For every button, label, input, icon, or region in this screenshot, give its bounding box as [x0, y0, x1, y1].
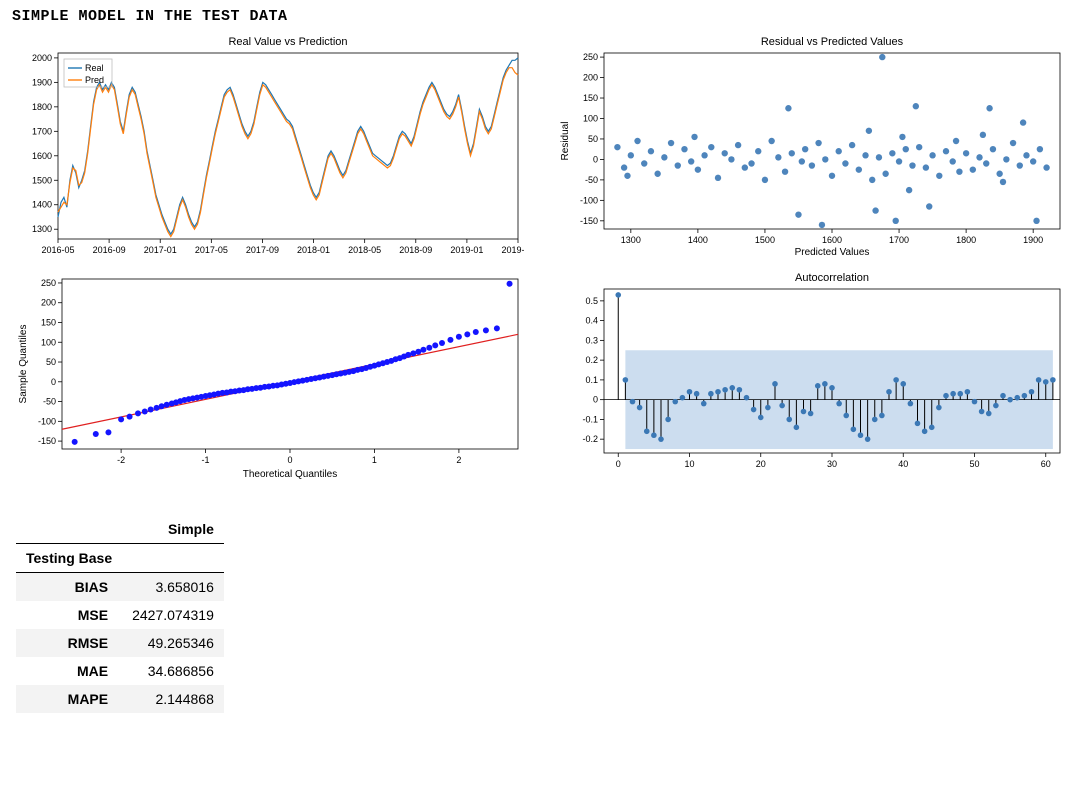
svg-text:-100: -100 — [38, 416, 56, 426]
svg-text:1600: 1600 — [32, 151, 52, 161]
svg-text:0: 0 — [51, 377, 56, 387]
svg-text:2019-05: 2019-05 — [501, 245, 524, 255]
svg-text:1800: 1800 — [956, 235, 976, 245]
metrics-table: Simple Testing Base BIAS3.658016MSE2427.… — [16, 515, 224, 713]
svg-text:1700: 1700 — [32, 126, 52, 136]
svg-text:10: 10 — [684, 459, 694, 469]
svg-text:2: 2 — [456, 455, 461, 465]
metric-label: RMSE — [16, 629, 122, 657]
svg-text:Pred: Pred — [85, 75, 104, 85]
svg-text:250: 250 — [41, 278, 56, 288]
svg-text:1800: 1800 — [32, 102, 52, 112]
svg-text:200: 200 — [41, 298, 56, 308]
metric-value: 3.658016 — [122, 573, 224, 602]
svg-text:0.1: 0.1 — [585, 375, 598, 385]
chart-residual-scatter: Residual vs Predicted Values -150 -100 -50 0… — [554, 33, 1068, 263]
svg-text:2019-01: 2019-01 — [450, 245, 483, 255]
svg-text:1: 1 — [372, 455, 377, 465]
svg-text:60: 60 — [1041, 459, 1051, 469]
table-row: MAE34.686856 — [16, 657, 224, 685]
svg-text:0: 0 — [287, 455, 292, 465]
chart-autocorrelation: Autocorrelation -0.2 -0.1 0 0.1 0.2 0.3 0.4 0.5 0… — [554, 269, 1068, 479]
svg-text:2017-09: 2017-09 — [246, 245, 279, 255]
svg-text:2017-01: 2017-01 — [144, 245, 177, 255]
row-header-testing-base: Testing Base — [16, 544, 122, 573]
svg-text:150: 150 — [41, 317, 56, 327]
table-subheader-row: Testing Base — [16, 544, 224, 573]
table-header-row: Simple — [16, 515, 224, 544]
svg-text:0.5: 0.5 — [585, 296, 598, 306]
svg-text:Theoretical Quantiles: Theoretical Quantiles — [243, 469, 338, 479]
svg-text:200: 200 — [583, 73, 598, 83]
svg-text:2000: 2000 — [32, 53, 52, 63]
col-header-simple: Simple — [122, 515, 224, 544]
svg-text:Sample Quantiles: Sample Quantiles — [18, 325, 29, 404]
svg-text:100: 100 — [583, 113, 598, 123]
svg-text:0.2: 0.2 — [585, 355, 598, 365]
svg-text:-150: -150 — [38, 436, 56, 446]
metric-value: 2427.074319 — [122, 601, 224, 629]
svg-text:1400: 1400 — [688, 235, 708, 245]
svg-text:40: 40 — [898, 459, 908, 469]
svg-text:-1: -1 — [202, 455, 210, 465]
svg-text:-50: -50 — [585, 175, 598, 185]
svg-text:30: 30 — [827, 459, 837, 469]
svg-text:0.4: 0.4 — [585, 316, 598, 326]
svg-text:2018-01: 2018-01 — [297, 245, 330, 255]
svg-text:1500: 1500 — [32, 175, 52, 185]
svg-text:-0.2: -0.2 — [582, 434, 598, 444]
svg-text:-2: -2 — [117, 455, 125, 465]
svg-text:1600: 1600 — [822, 235, 842, 245]
svg-text:2018-09: 2018-09 — [399, 245, 432, 255]
svg-text:20: 20 — [756, 459, 766, 469]
metric-value: 49.265346 — [122, 629, 224, 657]
svg-text:1900: 1900 — [32, 77, 52, 87]
table-row: MAPE2.144868 — [16, 685, 224, 713]
table-row: RMSE49.265346 — [16, 629, 224, 657]
svg-text:250: 250 — [583, 52, 598, 62]
svg-text:0.3: 0.3 — [585, 335, 598, 345]
svg-text:1300: 1300 — [621, 235, 641, 245]
svg-text:2016-05: 2016-05 — [41, 245, 74, 255]
svg-text:-50: -50 — [43, 397, 56, 407]
chart-timeseries: Real Value vs Prediction 1300 1400 1500 1600… — [12, 33, 526, 263]
svg-text:Residual: Residual — [560, 122, 571, 161]
svg-text:Autocorrelation: Autocorrelation — [795, 272, 869, 284]
svg-text:2016-09: 2016-09 — [93, 245, 126, 255]
table-row: MSE2427.074319 — [16, 601, 224, 629]
svg-text:150: 150 — [583, 93, 598, 103]
svg-text:Residual vs Predicted Values: Residual vs Predicted Values — [761, 36, 904, 48]
svg-text:Real: Real — [85, 63, 104, 73]
svg-text:1300: 1300 — [32, 224, 52, 234]
svg-text:50: 50 — [588, 134, 598, 144]
svg-text:-150: -150 — [580, 216, 598, 226]
svg-text:50: 50 — [46, 357, 56, 367]
metric-value: 2.144868 — [122, 685, 224, 713]
chart-grid: Real Value vs Prediction1300140015001600… — [12, 33, 1068, 479]
svg-text:1400: 1400 — [32, 200, 52, 210]
svg-text:-0.1: -0.1 — [582, 414, 598, 424]
svg-text:1900: 1900 — [1023, 235, 1043, 245]
table-row: BIAS3.658016 — [16, 573, 224, 602]
svg-text:2017-05: 2017-05 — [195, 245, 228, 255]
chart-qq-plot: -150 -100 -50 0 50 100 150 200 250 -2 -1 0 1 2 Theoret… — [12, 269, 526, 479]
svg-text:0: 0 — [616, 459, 621, 469]
svg-text:1500: 1500 — [755, 235, 775, 245]
svg-text:-100: -100 — [580, 195, 598, 205]
svg-text:Predicted Values: Predicted Values — [795, 247, 870, 258]
metric-value: 34.686856 — [122, 657, 224, 685]
svg-text:100: 100 — [41, 337, 56, 347]
metric-label: MAE — [16, 657, 122, 685]
svg-text:1700: 1700 — [889, 235, 909, 245]
svg-text:0: 0 — [593, 395, 598, 405]
svg-text:50: 50 — [969, 459, 979, 469]
page-title: SIMPLE MODEL IN THE TEST DATA — [12, 8, 1068, 25]
metric-label: BIAS — [16, 573, 122, 602]
metric-label: MSE — [16, 601, 122, 629]
svg-text:2018-05: 2018-05 — [348, 245, 381, 255]
svg-text:Real Value vs Prediction: Real Value vs Prediction — [228, 36, 347, 48]
svg-text:0: 0 — [593, 154, 598, 164]
metric-label: MAPE — [16, 685, 122, 713]
